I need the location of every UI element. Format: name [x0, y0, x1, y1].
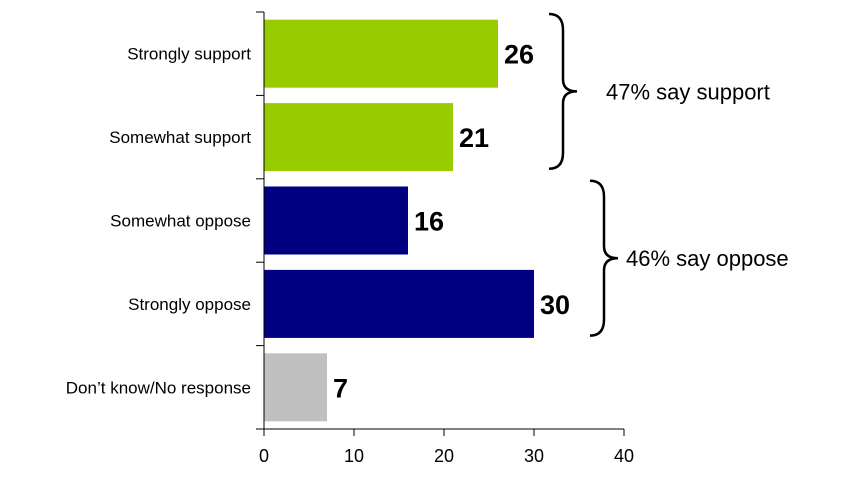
axes [256, 11, 625, 436]
category-labels: Strongly support Somewhat support Somewhat… [66, 45, 251, 398]
bar-don-t-know-no-response [264, 353, 327, 422]
x-tick-label: 30 [524, 446, 544, 466]
category-label-don-t-know-no-response: Don’t know/No response [66, 378, 251, 397]
group-label: 47% say support [606, 79, 770, 104]
value-label-somewhat-oppose: 16 [414, 207, 444, 237]
group-brackets: 47% say support 46% say oppose [548, 12, 789, 337]
group-brace [589, 179, 619, 337]
value-label-strongly-support: 26 [504, 40, 534, 70]
x-tick-label: 0 [259, 446, 269, 466]
x-tick-label: 10 [344, 446, 364, 466]
bar-strongly-oppose [264, 269, 534, 338]
bar-strongly-support [264, 19, 498, 88]
value-label-don-t-know-no-response: 7 [333, 373, 348, 403]
category-label-strongly-oppose: Strongly oppose [128, 295, 251, 314]
x-tick-label: 20 [434, 446, 454, 466]
bar-somewhat-oppose [264, 186, 408, 255]
category-label-strongly-support: Strongly support [127, 45, 251, 64]
category-label-somewhat-support: Somewhat support [109, 128, 251, 147]
x-tick-labels: 0 10 20 30 40 [259, 446, 634, 466]
category-label-somewhat-oppose: Somewhat oppose [110, 212, 251, 231]
value-label-strongly-oppose: 30 [540, 290, 570, 320]
bars [264, 19, 534, 422]
value-label-somewhat-support: 21 [459, 123, 489, 153]
x-tick-label: 40 [614, 446, 634, 466]
group-label: 46% say oppose [626, 246, 789, 271]
value-labels: 26 21 16 30 7 [333, 40, 570, 404]
bar-somewhat-support [264, 103, 453, 172]
group-brace [548, 12, 578, 171]
